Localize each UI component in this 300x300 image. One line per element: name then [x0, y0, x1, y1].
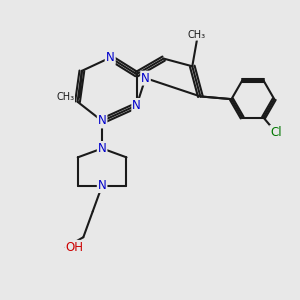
Text: N: N: [141, 72, 150, 85]
Text: N: N: [106, 51, 115, 64]
Text: N: N: [132, 99, 141, 112]
Text: OH: OH: [66, 241, 84, 254]
Text: N: N: [98, 115, 106, 128]
Text: N: N: [106, 51, 115, 64]
Text: Cl: Cl: [270, 126, 282, 139]
Text: N: N: [98, 142, 106, 155]
Text: N: N: [98, 179, 106, 192]
Text: CH₃: CH₃: [188, 30, 206, 40]
Text: CH₃: CH₃: [56, 92, 74, 102]
